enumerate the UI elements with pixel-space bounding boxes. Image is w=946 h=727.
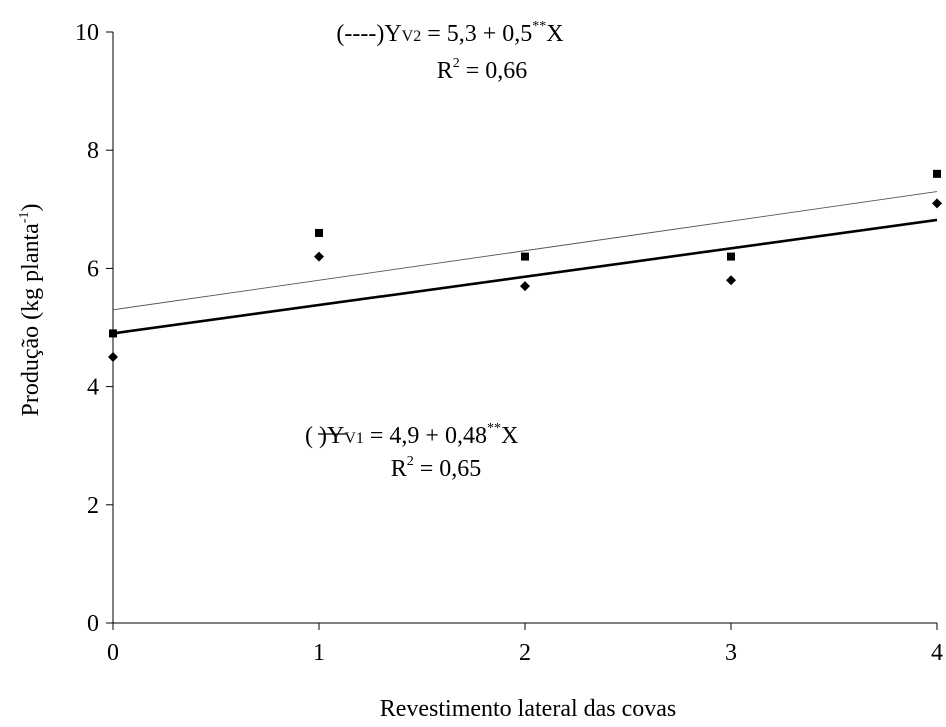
y-tick-label: 8 (87, 138, 99, 164)
x-tick-label: 2 (519, 640, 531, 666)
point-square-v2 (109, 329, 117, 338)
data-points (108, 169, 942, 363)
y-axis-title: Produção (kg planta-1) (17, 204, 44, 417)
point-diamond-v1 (108, 352, 118, 363)
point-diamond-v1 (520, 281, 530, 292)
fit-line-v1 (112, 218, 938, 335)
v1-r2-tail: = 0,65 (414, 456, 482, 482)
y-axis-title-sup: -1 (17, 212, 32, 224)
v1-eq-suffix: X (501, 423, 518, 449)
point-square-v2 (933, 169, 941, 178)
v2-eq-prefix: (----)Y (336, 21, 401, 47)
v2-r2-lead: R (437, 58, 453, 84)
x-axis-title: Revestimento lateral das covas (380, 696, 677, 722)
v1-eq-mid: )Y (319, 423, 344, 449)
x-tick-label: 4 (931, 640, 943, 666)
point-square-v2 (315, 228, 323, 237)
point-square-v2 (727, 252, 735, 261)
x-tick-label: 0 (107, 640, 119, 666)
fit-line-v2 (112, 191, 938, 311)
v2-equation: (----)YV2 = 5,3 + 0,5**X (336, 19, 563, 47)
y-axis-title-main: Produção (kg planta (18, 223, 44, 417)
v2-eq-suffix: X (546, 21, 563, 47)
v1-eq-sup: ** (487, 421, 501, 436)
v1-r2-lead: R (391, 456, 407, 482)
point-square-v2 (521, 252, 529, 261)
v2-eq-sup: ** (532, 19, 546, 34)
v2-eq-body: = 5,3 + 0,5 (421, 21, 532, 47)
point-diamond-v1 (726, 275, 736, 286)
y-axis-title-close: ) (18, 204, 44, 212)
y-tick-label: 6 (87, 256, 99, 282)
v1-r2-sup: 2 (407, 454, 414, 469)
v1-r-squared: R2 = 0,65 (391, 454, 482, 482)
v2-r2-sup: 2 (453, 56, 460, 71)
y-tick-label: 4 (87, 375, 99, 401)
axes: 0 2 4 6 8 10 0 1 2 3 4 (75, 20, 943, 666)
y-tick-label: 10 (75, 20, 99, 46)
v1-eq-sub: V1 (344, 430, 364, 447)
v2-eq-sub: V2 (402, 28, 422, 45)
v1-eq-body: = 4,9 + 0,48 (364, 423, 487, 449)
point-diamond-v1 (932, 198, 942, 209)
v2-r2-tail: = 0,66 (460, 58, 528, 84)
x-tick-label: 1 (313, 640, 325, 666)
v2-r-squared: R2 = 0,66 (437, 56, 528, 84)
point-diamond-v1 (314, 251, 324, 262)
regression-lines (112, 191, 938, 335)
y-tick-label: 2 (87, 493, 99, 519)
x-tick-label: 3 (725, 640, 737, 666)
v1-equation: ( )YV1 = 4,9 + 0,48**X (305, 421, 518, 449)
v1-eq-prefix: ( (305, 423, 313, 449)
y-tick-label: 0 (87, 611, 99, 637)
